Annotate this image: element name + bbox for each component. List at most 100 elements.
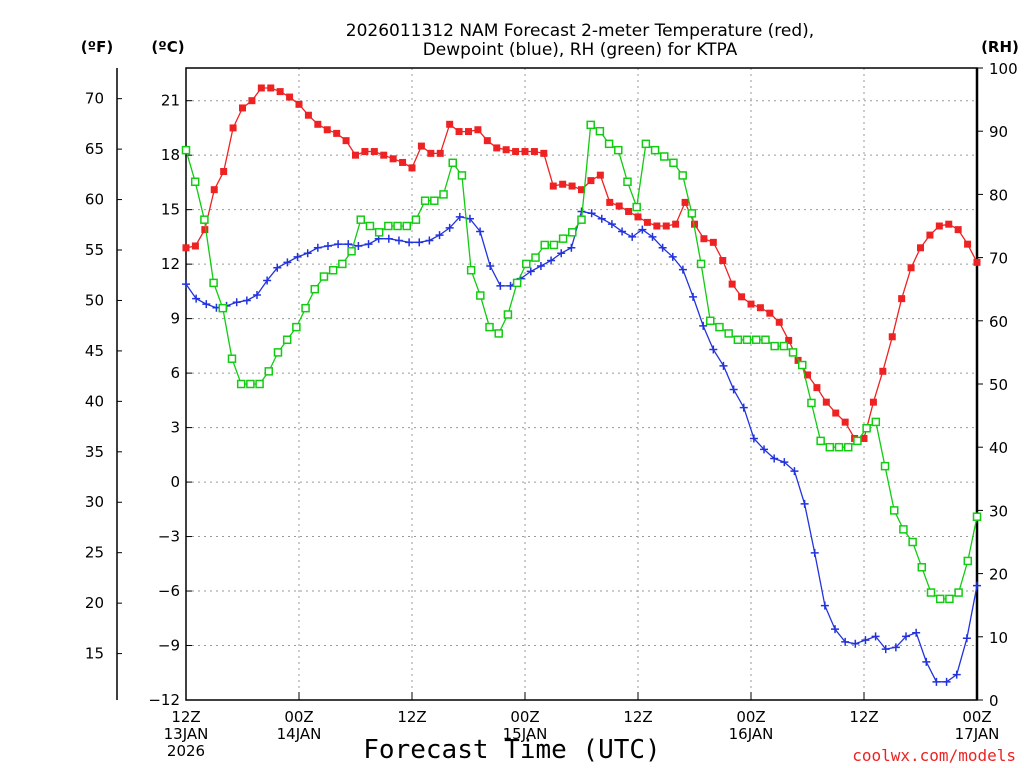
rh-point — [889, 506, 899, 515]
celsius-tick-label: −6 — [158, 582, 180, 600]
tick-labels: 211815129630−3−6−9−127065605550454035302… — [85, 60, 1018, 760]
rh-point — [899, 525, 908, 534]
rh-point — [779, 341, 789, 351]
fahrenheit-tick-label: 65 — [85, 140, 104, 158]
series-line — [185, 210, 978, 683]
x-tick-label: 00Z — [284, 708, 313, 726]
temperature-point — [342, 137, 350, 145]
rh-point — [908, 537, 917, 547]
temperature-point — [700, 235, 708, 243]
celsius-tick-label: 3 — [170, 419, 180, 437]
rh-point — [586, 120, 595, 130]
temperature-point — [879, 367, 887, 375]
temperature-point — [248, 97, 256, 105]
rh-point — [512, 278, 522, 288]
rh-point — [301, 303, 310, 313]
rh-point — [558, 234, 568, 243]
fahrenheit-tick-label: 30 — [85, 493, 104, 511]
temperature-point — [446, 120, 454, 128]
x-tick-label: 00Z — [510, 708, 539, 726]
celsius-tick-label: −3 — [158, 528, 180, 546]
dewpoint-point — [861, 636, 870, 645]
rh-point — [568, 228, 577, 237]
dewpoint-point — [820, 601, 829, 610]
x-tick-label: 13JAN — [164, 725, 209, 743]
grid-lines — [186, 68, 977, 700]
temperature-point — [926, 231, 934, 239]
dewpoint-point — [678, 265, 687, 274]
temperature-point — [568, 182, 576, 190]
rh-point — [393, 221, 402, 231]
rh-point — [200, 215, 209, 224]
dewpoint-point — [739, 403, 748, 412]
rh-tick-label: 0 — [989, 692, 999, 710]
temperature-point — [898, 295, 906, 303]
dewpoint-point — [415, 238, 424, 247]
temperature-point — [973, 258, 981, 266]
dewpoint-point — [831, 625, 840, 634]
x-tick-label: 16JAN — [729, 725, 774, 743]
temperature-point — [427, 149, 435, 157]
rh-point — [797, 360, 807, 370]
temperature-point — [738, 293, 746, 301]
rh-tick-label: 90 — [989, 123, 1008, 141]
rh-point — [917, 563, 927, 572]
rh-tick-label: 80 — [989, 186, 1008, 204]
celsius-tick-label: 12 — [161, 255, 180, 273]
temperature-point — [775, 318, 783, 326]
temperature-point — [333, 129, 341, 137]
temperature-point — [709, 238, 717, 246]
plot-frame — [185, 67, 978, 701]
rh-point — [374, 228, 384, 237]
dewpoint-point — [709, 345, 718, 354]
x-tick-label: 2026 — [167, 742, 205, 760]
series-rh — [181, 120, 982, 604]
dewpoint-point — [668, 252, 677, 261]
temperature-point — [483, 137, 491, 145]
rh-point — [181, 145, 191, 155]
celsius-tick-label: −12 — [148, 691, 180, 709]
fahrenheit-tick-label: 40 — [85, 392, 104, 410]
temperature-point — [606, 198, 614, 206]
dewpoint-point — [810, 548, 819, 557]
temperature-point — [530, 148, 538, 156]
temperature-point — [653, 222, 661, 230]
dewpoint-point — [658, 243, 667, 252]
x-tick-label: 15JAN — [503, 725, 548, 743]
fahrenheit-tick-label: 20 — [85, 594, 104, 612]
fahrenheit-tick-label: 55 — [85, 241, 104, 259]
rh-point — [439, 190, 448, 199]
temperature-point — [540, 149, 548, 157]
temperature-point — [869, 398, 877, 406]
fahrenheit-tick-label: 50 — [85, 291, 104, 309]
dewpoint-point — [242, 296, 251, 305]
dewpoint-point — [303, 249, 312, 258]
rh-point — [310, 284, 320, 294]
rh-point — [448, 158, 457, 168]
temperature-point — [559, 180, 567, 188]
temperature-point — [436, 149, 444, 157]
rh-tick-label: 40 — [989, 439, 1008, 457]
temperature-point — [521, 148, 529, 156]
rh-point — [696, 259, 706, 269]
temperature-point — [389, 155, 397, 163]
dewpoint-point — [942, 677, 951, 686]
temperature-point — [935, 222, 943, 230]
rh-point — [935, 594, 945, 604]
temperature-point — [399, 158, 407, 166]
series-line — [185, 123, 978, 600]
dewpoint-point — [293, 252, 302, 261]
dewpoint-point — [273, 263, 282, 272]
rh-point — [420, 196, 430, 205]
temperature-point — [625, 207, 633, 215]
temperature-point — [210, 186, 218, 194]
temperature-point — [728, 280, 736, 288]
x-tick-label: 12Z — [849, 708, 878, 726]
dewpoint-point — [405, 238, 414, 247]
rh-point — [862, 423, 871, 433]
dewpoint-point — [496, 281, 505, 290]
dewpoint-point — [597, 214, 606, 223]
temperature-point — [596, 171, 604, 179]
celsius-unit-label: (ºC) — [151, 38, 184, 56]
temperature-point — [841, 418, 849, 426]
